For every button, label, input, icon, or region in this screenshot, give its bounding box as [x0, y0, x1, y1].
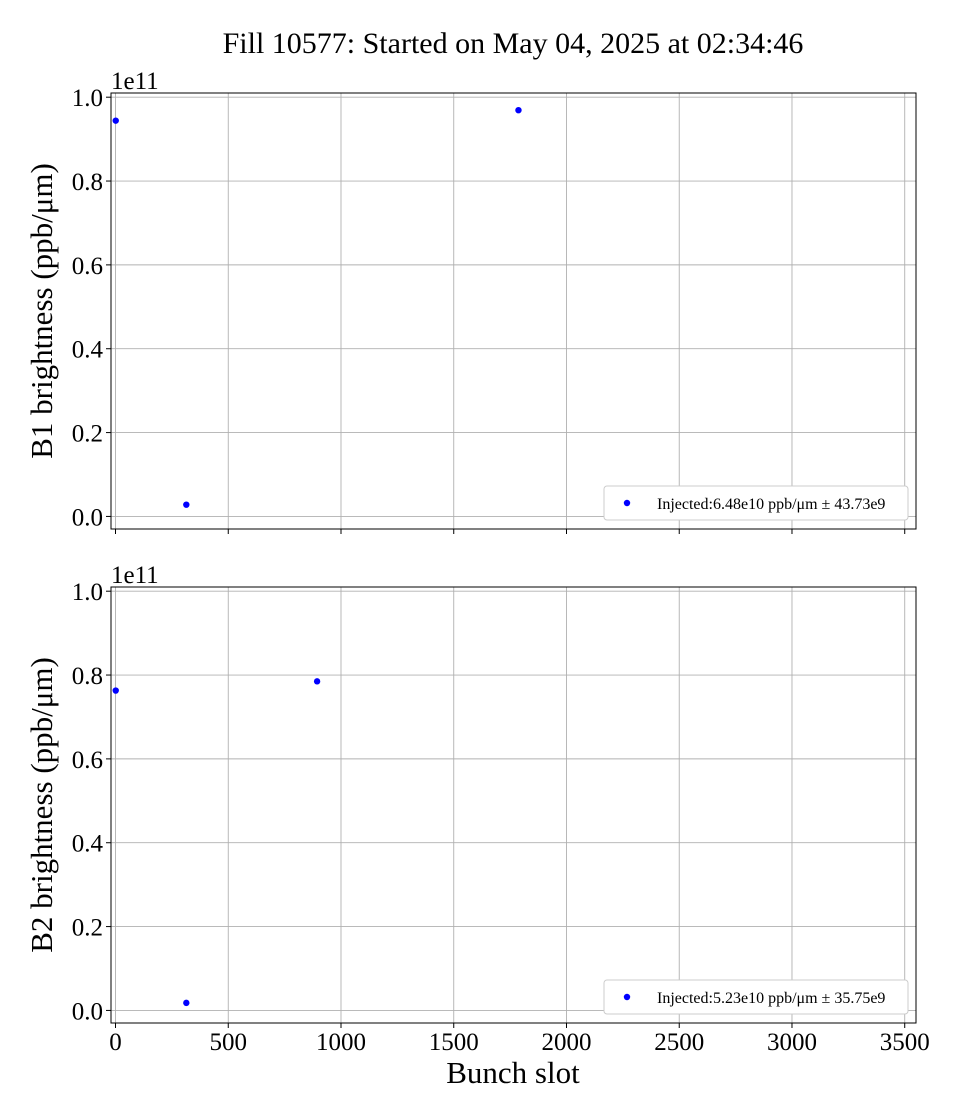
plot-frame-b2: [110, 586, 917, 1024]
legend-b2: Injected:5.23e10 ppb/μm ± 35.75e9: [603, 979, 909, 1015]
legend-label-b2: Injected:5.23e10 ppb/μm ± 35.75e9: [657, 990, 885, 1007]
x-tick-label: 3000: [767, 1029, 817, 1056]
y-axis-label-b1: B1 brightness (ppb/μm): [24, 163, 59, 459]
y-axis-label-b2: B2 brightness (ppb/μm): [24, 657, 59, 953]
y-tick-label: 1.0: [72, 579, 103, 606]
x-tick-label: 3500: [880, 1029, 930, 1056]
chart-title: Fill 10577: Started on May 04, 2025 at 0…: [223, 27, 804, 60]
legend-box-b2: [603, 979, 909, 1015]
data-point: [183, 999, 190, 1007]
legend-box-b1: [603, 485, 909, 521]
grid-b1: [111, 93, 916, 529]
plot-frame-b1: [110, 92, 917, 530]
grid-b2: [111, 587, 916, 1023]
data-point: [313, 678, 321, 685]
x-tick-label: 1000: [316, 1029, 366, 1056]
data-point: [515, 106, 522, 114]
x-tick-label: 2500: [654, 1029, 704, 1056]
ticks-b1: 0.0 0.2 0.4 0.6 0.8 1.0: [72, 85, 906, 534]
legend-label-b1: Injected:6.48e10 ppb/μm ± 43.73e9: [657, 496, 885, 513]
y-tick-label: 0.8: [72, 169, 103, 196]
legend-marker-b2: [623, 993, 631, 1001]
y-tick-label: 0.0: [72, 998, 103, 1025]
y-tick-label: 0.4: [72, 831, 104, 858]
legend-b1: Injected:6.48e10 ppb/μm ± 43.73e9: [603, 485, 909, 521]
y-tick-label: 0.2: [72, 421, 103, 448]
y-tick-label: 1.0: [72, 85, 103, 112]
y-tick-label: 0.6: [72, 747, 103, 774]
panel-b2: 0 500 1000 1500 2000 2500 3000 3500 0.0 0.2 0.4 0.6…: [24, 562, 930, 1056]
y-tick-label: 0.0: [72, 504, 103, 531]
x-tick-label: 0: [109, 1029, 122, 1056]
y-offset-text-b1: 1e11: [111, 68, 159, 95]
panel-b1: 0.0 0.2 0.4 0.6 0.8 1.0 1e11 B1 brightness (p…: [24, 68, 917, 534]
x-axis-label: Bunch slot: [446, 1055, 580, 1090]
x-tick-label: 500: [210, 1029, 248, 1056]
y-tick-label: 0.2: [72, 915, 103, 942]
data-point: [112, 117, 119, 124]
marks-b1: [112, 106, 522, 508]
marks-b2: [112, 678, 321, 1007]
x-tick-label: 1500: [429, 1029, 479, 1056]
legend-marker-b1: [623, 499, 631, 507]
y-tick-label: 0.6: [72, 253, 103, 280]
data-point: [112, 687, 119, 694]
x-tick-label: 2000: [541, 1029, 591, 1056]
y-offset-text-b2: 1e11: [111, 562, 159, 589]
data-point: [183, 501, 190, 508]
y-tick-label: 0.8: [72, 663, 103, 690]
y-tick-label: 0.4: [72, 337, 104, 364]
ticks-b2: 0 500 1000 1500 2000 2500 3000 3500 0.0 0.2 0.4 0.6…: [72, 579, 930, 1056]
